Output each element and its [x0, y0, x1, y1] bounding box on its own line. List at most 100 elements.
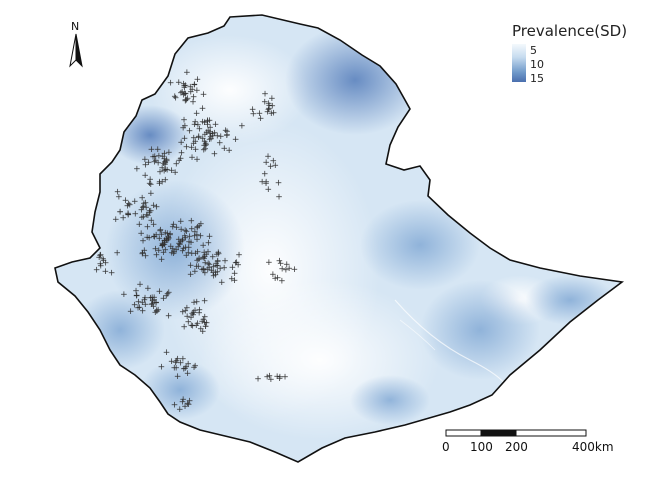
survey-point-marker: + — [186, 232, 194, 242]
survey-point-marker: + — [190, 134, 198, 144]
survey-point-marker: + — [159, 152, 167, 162]
survey-point-marker: + — [133, 292, 141, 302]
survey-point-marker: + — [190, 139, 198, 149]
legend-label-15: 15 — [530, 72, 544, 85]
survey-point-marker: + — [199, 134, 207, 144]
survey-point-marker: + — [231, 276, 239, 286]
survey-point-marker: + — [139, 203, 147, 213]
north-arrow-icon — [69, 33, 83, 68]
survey-point-marker: + — [177, 225, 185, 235]
survey-point-marker: + — [210, 272, 218, 282]
survey-point-marker: + — [231, 269, 239, 279]
survey-point-marker: + — [131, 300, 139, 310]
survey-point-marker: + — [216, 138, 224, 148]
survey-point-marker: + — [185, 318, 193, 328]
survey-point-marker: + — [184, 360, 192, 370]
survey-point-marker: + — [93, 265, 101, 275]
survey-point-marker: + — [150, 201, 158, 211]
survey-point-marker: + — [158, 164, 166, 174]
survey-point-marker: + — [212, 261, 220, 271]
survey-point-marker: + — [178, 237, 186, 247]
survey-point-marker: + — [254, 375, 262, 385]
survey-point-marker: + — [202, 141, 210, 151]
survey-point-marker: + — [285, 264, 293, 274]
survey-point-marker: + — [143, 211, 151, 221]
survey-point-marker: + — [172, 358, 180, 368]
survey-point-marker: + — [182, 96, 190, 106]
survey-point-marker: + — [278, 265, 286, 275]
survey-point-marker: + — [194, 319, 202, 329]
survey-point-marker: + — [183, 68, 191, 78]
survey-point-marker: + — [268, 109, 276, 119]
survey-point-marker: + — [265, 101, 273, 111]
survey-point-marker: + — [153, 306, 161, 316]
survey-point-marker: + — [139, 307, 147, 317]
survey-point-marker: + — [270, 108, 278, 118]
survey-point-marker: + — [142, 251, 150, 261]
survey-point-marker: + — [140, 202, 148, 212]
survey-point-marker: + — [177, 358, 185, 368]
survey-point-marker: + — [112, 215, 120, 225]
survey-point-marker: + — [201, 318, 209, 328]
survey-point-marker: + — [229, 263, 237, 273]
survey-point-marker: + — [108, 268, 116, 278]
survey-point-marker: + — [221, 144, 229, 154]
survey-point-marker: + — [262, 179, 270, 189]
survey-point-marker: + — [159, 239, 167, 249]
survey-point-marker: + — [139, 236, 147, 246]
survey-point-marker: + — [179, 124, 187, 134]
survey-point-marker: + — [187, 88, 195, 98]
survey-point-marker: + — [151, 233, 159, 243]
survey-point-marker: + — [173, 356, 181, 366]
survey-point-marker: + — [96, 251, 104, 261]
survey-point-marker: + — [136, 220, 144, 230]
survey-point-marker: + — [116, 208, 124, 218]
survey-point-marker: + — [193, 155, 201, 165]
survey-point-marker: + — [195, 133, 203, 143]
survey-point-marker: + — [148, 300, 156, 310]
survey-point-marker: + — [138, 213, 146, 223]
survey-point-marker: + — [201, 297, 209, 307]
survey-point-marker: + — [209, 132, 217, 142]
survey-point-marker: + — [139, 298, 147, 308]
survey-point-marker: + — [193, 235, 201, 245]
survey-point-marker: + — [194, 223, 202, 233]
survey-point-marker: + — [139, 249, 147, 259]
survey-point-marker: + — [188, 217, 196, 227]
survey-point-marker: + — [209, 130, 217, 140]
survey-point-marker: + — [156, 179, 164, 189]
survey-point-marker: + — [193, 297, 201, 307]
survey-point-marker: + — [184, 369, 192, 379]
survey-point-marker: + — [262, 177, 270, 187]
survey-point-marker: + — [147, 206, 155, 216]
survey-point-marker: + — [235, 251, 243, 261]
survey-point-marker: + — [141, 296, 149, 306]
survey-point-marker: + — [133, 164, 141, 174]
survey-point-marker: + — [191, 80, 199, 90]
survey-point-marker: + — [174, 354, 182, 364]
survey-point-marker: + — [211, 129, 219, 139]
survey-point-marker: + — [221, 257, 229, 267]
survey-point-marker: + — [152, 299, 160, 309]
survey-point-marker: + — [144, 223, 152, 233]
survey-point-marker: + — [148, 293, 156, 303]
survey-point-marker: + — [120, 290, 128, 300]
legend-label-5: 5 — [530, 44, 537, 57]
survey-point-marker: + — [169, 245, 177, 255]
survey-point-marker: + — [153, 307, 161, 317]
survey-point-marker: + — [225, 146, 233, 156]
survey-points: ++++++++++ ++++++ ++++++++++++++++++++++++… — [93, 68, 298, 415]
survey-point-marker: + — [180, 365, 188, 375]
survey-point-marker: + — [124, 210, 132, 220]
survey-point-marker: + — [150, 302, 158, 312]
survey-point-marker: + — [142, 161, 150, 171]
survey-point-marker: + — [190, 93, 198, 103]
survey-point-marker: + — [214, 256, 222, 266]
survey-point-marker: + — [149, 153, 157, 163]
survey-point-marker: + — [200, 90, 208, 100]
survey-point-marker: + — [205, 263, 213, 273]
survey-point-marker: + — [192, 249, 200, 259]
survey-point-marker: + — [175, 156, 183, 166]
survey-point-marker: + — [177, 88, 185, 98]
